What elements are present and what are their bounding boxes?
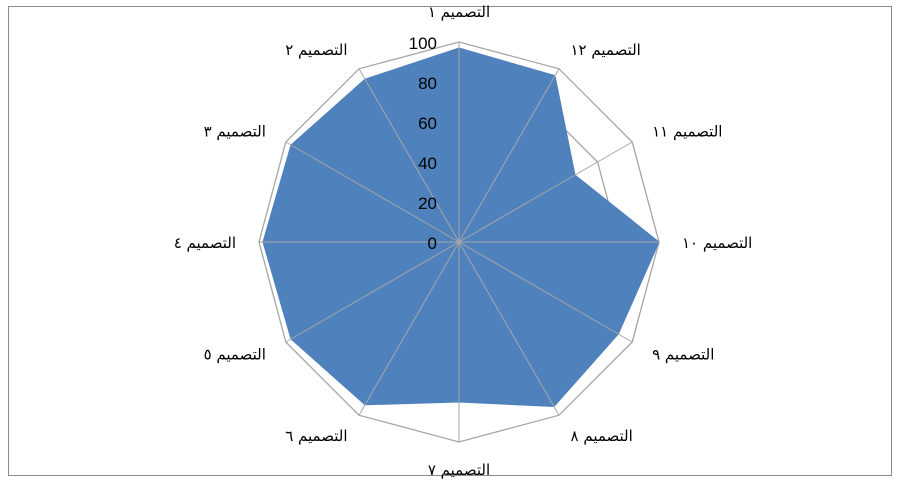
category-label-10: التصميم ٤	[174, 234, 236, 252]
category-label-7: التصميم ٧	[428, 461, 490, 479]
category-label-8: التصميم ٦	[285, 427, 347, 445]
tick-label-20: 20	[418, 194, 437, 213]
spoke-2	[458, 68, 560, 243]
tick-labels: 0 20 40 60 80 100	[409, 34, 437, 253]
spoke-11	[285, 141, 460, 243]
spoke-9	[285, 241, 460, 343]
tick-label-0: 0	[428, 234, 437, 253]
category-label-2: التصميم ١٢	[571, 41, 641, 59]
category-label-12: التصميم ٢	[285, 41, 347, 59]
category-labels: التصميم ١ التصميم ١٢ التصميم ١١ التصميم ١٠ ا…	[174, 3, 753, 479]
series-area-polygon	[262, 47, 660, 408]
category-label-4: التصميم ١٠	[682, 234, 752, 252]
spoke-6	[458, 241, 560, 416]
category-label-5: التصميم ٩	[652, 346, 714, 364]
category-label-3: التصميم ١١	[652, 123, 722, 141]
tick-label-100: 100	[409, 34, 437, 53]
spoke-8	[358, 241, 460, 416]
spokes	[259, 42, 659, 442]
category-label-6: التصميم ٨	[571, 427, 633, 445]
spoke-5	[458, 241, 633, 343]
spoke-3	[458, 141, 633, 243]
category-label-11: التصميم ٣	[204, 123, 266, 141]
spoke-12	[358, 68, 460, 243]
tick-label-60: 60	[418, 114, 437, 133]
tick-label-80: 80	[418, 74, 437, 93]
tick-label-40: 40	[418, 154, 437, 173]
category-label-9: التصميم ٥	[204, 346, 266, 364]
category-label-1: التصميم ١	[428, 3, 490, 21]
series-area	[262, 47, 660, 408]
